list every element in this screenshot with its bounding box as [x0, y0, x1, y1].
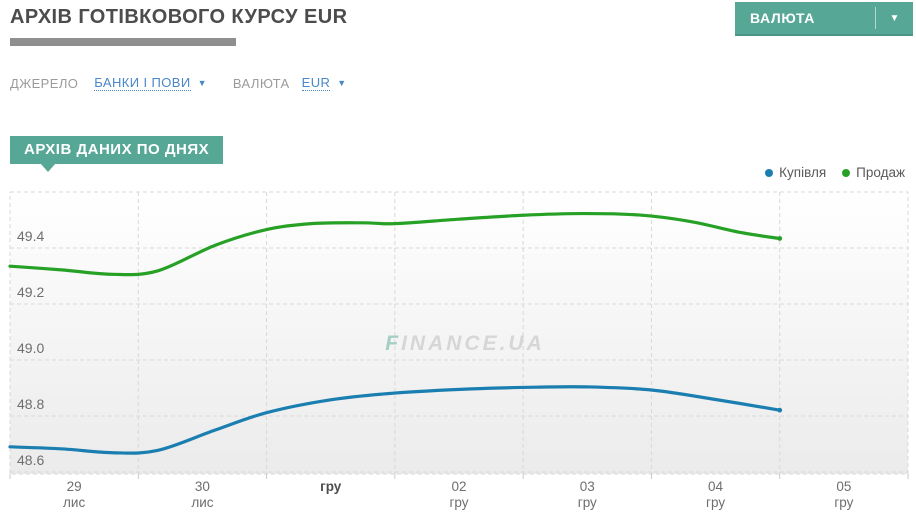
y-axis-label: 48.6	[17, 452, 44, 468]
filter-bar: ДЖЕРЕЛО БАНКИ І ПОВИ ▼ ВАЛЮТА EUR ▼	[10, 75, 347, 91]
y-axis-label: 49.0	[17, 340, 44, 356]
x-axis-day-label: 29	[67, 479, 82, 494]
legend-item-sell[interactable]: Продаж	[842, 165, 905, 180]
currency-dropdown-label: ВАЛЮТА	[750, 10, 815, 26]
finance-ua-watermark: FINANCE.UA	[385, 332, 545, 355]
x-axis-day-label: 04	[708, 479, 724, 494]
page-title: АРХІВ ГОТІВКОВОГО КУРСУ EUR	[10, 6, 348, 28]
chart-legend: Купівля Продаж	[765, 165, 905, 180]
line-end-marker	[777, 407, 783, 413]
section-badge-tail	[40, 163, 56, 172]
buy-line	[8, 385, 782, 455]
x-axis-month-label: гру	[834, 495, 853, 510]
y-axis-label: 49.4	[17, 228, 44, 244]
plot-area	[10, 192, 908, 474]
section-badge: АРХІВ ДАНИХ ПО ДНЯХ	[10, 136, 224, 164]
y-axis-label: 48.8	[17, 396, 44, 412]
x-axis-month-label: лис	[191, 495, 213, 510]
currency-filter-label: ВАЛЮТА	[232, 75, 290, 91]
currency-select[interactable]: EUR	[301, 75, 331, 91]
legend-sell-label: Продаж	[856, 165, 905, 180]
currency-dropdown-button[interactable]: ВАЛЮТА ▼	[735, 2, 913, 36]
legend-buy-label: Купівля	[779, 165, 827, 180]
source-label: ДЖЕРЕЛО	[10, 75, 79, 91]
currency-caret-icon[interactable]: ▼	[337, 78, 347, 88]
chevron-down-icon[interactable]: ▼	[875, 7, 913, 29]
x-axis-day-label: гру	[320, 479, 342, 494]
x-axis-day-label: 02	[451, 479, 466, 494]
x-axis-month-label: гру	[578, 495, 597, 510]
y-axis-label: 49.2	[17, 284, 44, 300]
plot-border	[9, 191, 909, 475]
x-axis-day-label: 03	[580, 479, 595, 494]
legend-item-buy[interactable]: Купівля	[765, 165, 826, 180]
x-axis-month-label: гру	[449, 495, 468, 510]
title-underline	[10, 38, 236, 46]
buy-dot-icon	[765, 168, 774, 177]
source-select[interactable]: БАНКИ І ПОВИ	[94, 75, 191, 91]
x-axis-month-label: гру	[706, 495, 725, 510]
sell-dot-icon	[842, 168, 851, 177]
x-axis-day-label: 05	[836, 479, 851, 494]
sell-line	[8, 211, 782, 277]
x-axis-month-label: лис	[63, 495, 85, 510]
x-axis-day-label: 30	[195, 479, 210, 494]
line-end-marker	[777, 236, 783, 241]
source-caret-icon[interactable]: ▼	[197, 78, 207, 88]
